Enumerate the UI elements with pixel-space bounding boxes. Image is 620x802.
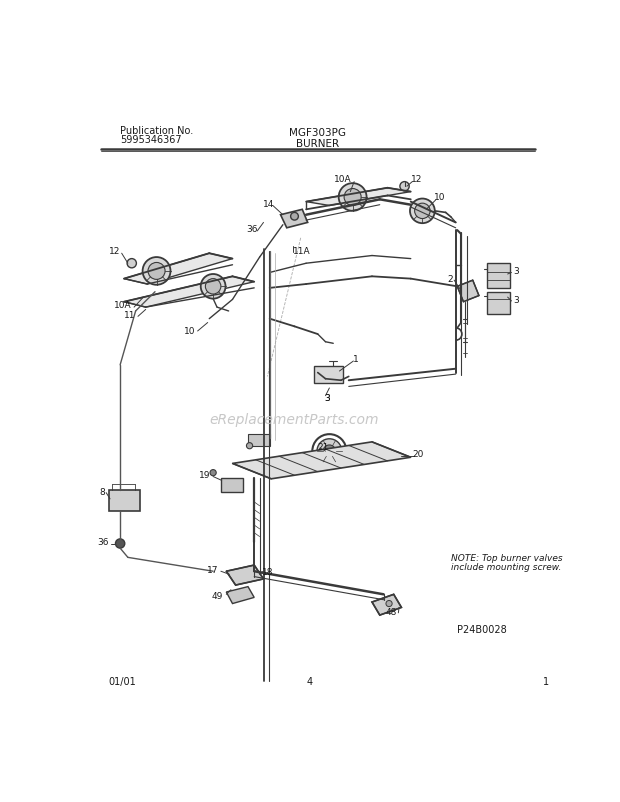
Circle shape [143, 257, 170, 286]
Circle shape [201, 274, 226, 299]
Circle shape [323, 445, 335, 458]
Text: 2: 2 [447, 275, 453, 284]
Circle shape [317, 439, 342, 464]
Text: 3: 3 [324, 394, 330, 403]
Text: 36: 36 [97, 538, 108, 547]
Bar [248, 435, 270, 447]
Text: 1: 1 [353, 354, 358, 364]
Text: 48: 48 [386, 607, 397, 616]
Circle shape [415, 204, 430, 219]
Text: 19: 19 [199, 470, 211, 479]
Text: 10A: 10A [114, 301, 131, 310]
Polygon shape [232, 443, 410, 480]
Text: 21: 21 [317, 443, 329, 452]
Polygon shape [226, 565, 264, 585]
Polygon shape [306, 188, 410, 206]
Text: 12: 12 [108, 247, 120, 256]
Circle shape [344, 189, 361, 206]
Text: 10: 10 [434, 193, 446, 202]
Bar [314, 367, 343, 384]
Circle shape [247, 443, 253, 449]
Circle shape [410, 199, 435, 224]
Circle shape [127, 259, 136, 269]
Text: 20: 20 [412, 449, 423, 458]
Text: 14: 14 [263, 200, 275, 209]
Circle shape [339, 184, 366, 212]
Circle shape [400, 182, 409, 192]
Text: 10A: 10A [334, 175, 352, 184]
Text: NOTE: Top burner valves: NOTE: Top burner valves [451, 553, 563, 562]
Text: include mounting screw.: include mounting screw. [451, 562, 562, 571]
Text: 5995346367: 5995346367 [120, 135, 182, 145]
Bar [487, 293, 510, 314]
Text: MGF303PG: MGF303PG [290, 128, 346, 138]
Text: 18: 18 [262, 567, 273, 576]
Text: 3: 3 [513, 296, 519, 305]
Circle shape [210, 470, 216, 476]
Text: 36: 36 [246, 225, 257, 233]
Text: 3: 3 [324, 394, 330, 403]
Text: Publication No.: Publication No. [120, 126, 193, 136]
Circle shape [115, 539, 125, 549]
Circle shape [312, 435, 347, 468]
Circle shape [291, 213, 298, 221]
Text: 1: 1 [542, 676, 549, 686]
Polygon shape [372, 594, 402, 615]
Text: 10: 10 [184, 326, 195, 335]
Bar [221, 479, 242, 492]
Circle shape [205, 279, 221, 294]
Polygon shape [280, 210, 308, 229]
Text: eReplacementParts.com: eReplacementParts.com [210, 412, 379, 426]
Text: P24B0028: P24B0028 [458, 624, 507, 634]
Text: 4: 4 [307, 676, 313, 686]
Text: BURNER: BURNER [296, 139, 339, 149]
Text: 12: 12 [410, 175, 422, 184]
Text: 8: 8 [99, 488, 105, 496]
Polygon shape [458, 281, 479, 302]
Text: 3: 3 [513, 267, 519, 276]
Circle shape [148, 263, 165, 280]
Circle shape [386, 601, 392, 607]
Bar [108, 490, 140, 512]
Text: 11: 11 [124, 311, 136, 320]
Polygon shape [124, 277, 254, 308]
Polygon shape [226, 587, 254, 604]
Text: 01/01: 01/01 [108, 676, 136, 686]
Text: 17: 17 [207, 565, 219, 574]
Bar [487, 264, 510, 289]
Polygon shape [124, 254, 232, 285]
Text: 11A: 11A [293, 247, 311, 256]
Text: 49: 49 [212, 592, 223, 601]
